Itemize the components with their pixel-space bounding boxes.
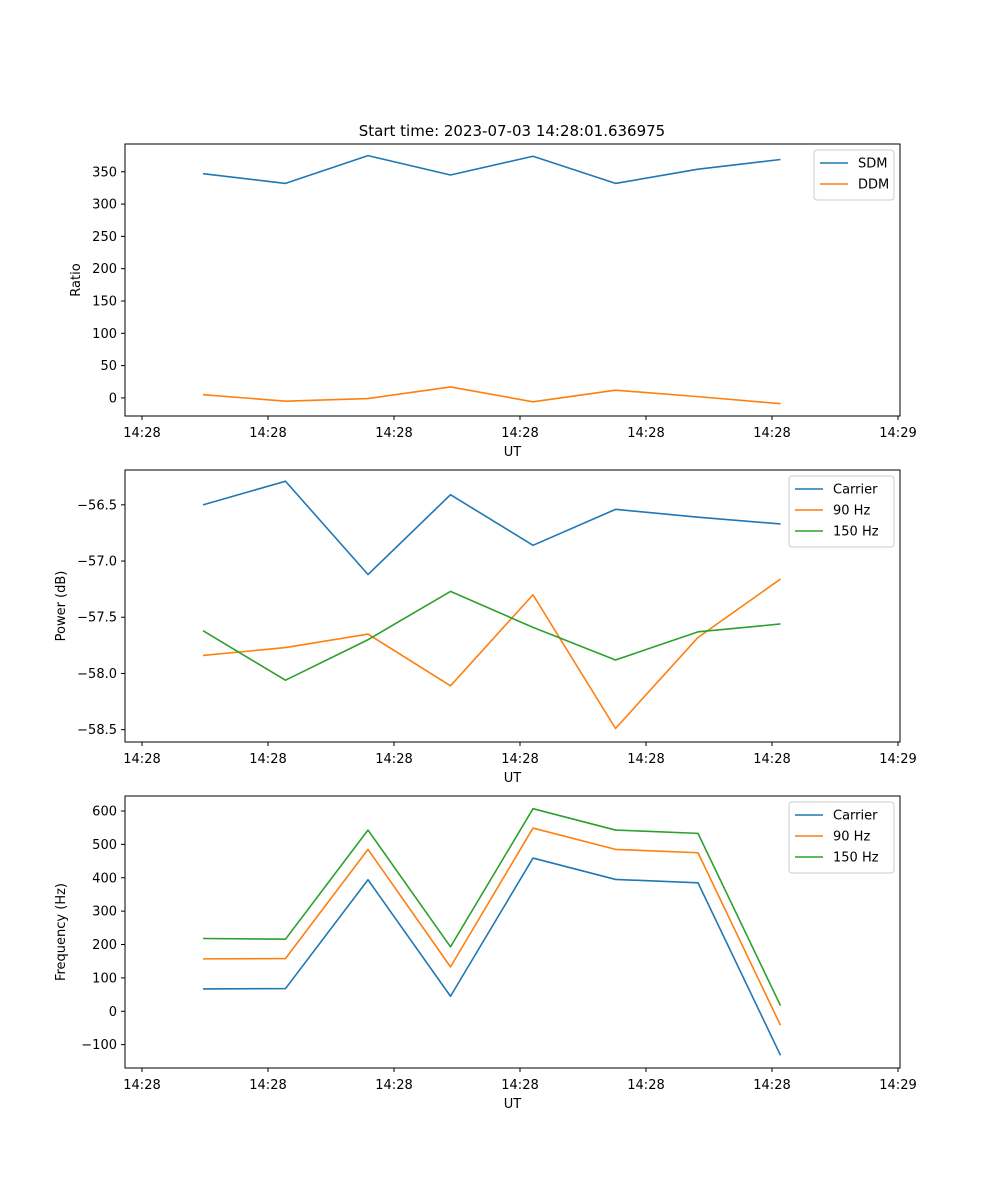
- x-axis-label: UT: [504, 445, 522, 460]
- x-tick-label: 14:28: [501, 752, 538, 767]
- legend-label: 90 Hz: [833, 830, 870, 845]
- legend-label: 90 Hz: [833, 504, 870, 519]
- legend: Carrier 90 Hz 150 Hz: [788, 801, 895, 874]
- y-tick-label: 250: [92, 230, 117, 245]
- y-tick-label: 200: [92, 262, 117, 277]
- axes-frame: [124, 469, 901, 743]
- series-line-carrier: [202, 480, 781, 576]
- x-tick-label: 14:28: [627, 752, 664, 767]
- y-tick-label: 400: [92, 871, 117, 886]
- y-tick-label: 350: [92, 165, 117, 180]
- y-axis-label: Power (dB): [54, 571, 69, 642]
- x-tick-label: 14:28: [375, 1078, 412, 1093]
- y-tick-label: −100: [81, 1038, 117, 1053]
- y-tick-label: 300: [92, 198, 117, 213]
- axes-frame: [124, 795, 901, 1069]
- y-tick-label: −58.0: [77, 667, 117, 682]
- chart-panel-3: −100 0 100 200 300 400 500 600 14:28 14:28 14:28 14…: [54, 795, 917, 1112]
- x-tick-label: 14:28: [753, 426, 790, 441]
- series-line-90-hz: [202, 578, 781, 730]
- legend-box: [788, 475, 895, 548]
- legend-label: 150 Hz: [833, 525, 879, 540]
- y-tick-label: −57.0: [77, 555, 117, 570]
- y-axis-label: Frequency (Hz): [54, 883, 69, 981]
- x-tick-label: 14:28: [123, 426, 160, 441]
- series-line-carrier: [202, 857, 782, 1056]
- x-axis-label: UT: [504, 771, 522, 786]
- series-line-150-hz: [202, 590, 781, 681]
- x-tick-label: 14:28: [249, 1078, 286, 1093]
- x-tick-label: 14:28: [249, 752, 286, 767]
- y-tick-label: 200: [92, 938, 117, 953]
- x-tick-label: 14:28: [501, 426, 538, 441]
- legend: SDM DDM: [813, 149, 895, 201]
- x-tick-label: 14:28: [501, 1078, 538, 1093]
- y-tick-label: 600: [92, 805, 117, 820]
- legend-label: SDM: [858, 157, 887, 172]
- panels: 0 50 100 150 200 250 300 350 14:28 14:28 14:28 14:2…: [54, 143, 917, 1112]
- x-tick-label: 14:29: [879, 1078, 916, 1093]
- y-tick-label: 150: [92, 294, 117, 309]
- legend-label: Carrier: [833, 483, 878, 498]
- x-tick-label: 14:28: [753, 752, 790, 767]
- x-tick-label: 14:28: [753, 1078, 790, 1093]
- series-line-ddm: [202, 386, 781, 405]
- legend: Carrier 90 Hz 150 Hz: [788, 475, 895, 548]
- y-tick-label: 50: [100, 359, 117, 374]
- y-tick-label: 100: [92, 327, 117, 342]
- figure-title: Start time: 2023-07-03 14:28:01.636975: [359, 122, 665, 140]
- x-tick-label: 14:28: [249, 426, 286, 441]
- y-tick-label: 500: [92, 838, 117, 853]
- y-tick-label: 0: [109, 1005, 117, 1020]
- axes-frame: [124, 143, 901, 417]
- x-tick-label: 14:28: [627, 426, 664, 441]
- legend-box: [788, 801, 895, 874]
- legend-label: 150 Hz: [833, 851, 879, 866]
- chart-panel-2: −56.5 −57.0 −57.5 −58.0 −58.5 14:28 14:28 14:28…: [54, 469, 917, 786]
- x-axis-label: UT: [504, 1097, 522, 1112]
- series-line-150-hz: [202, 807, 782, 1006]
- series-line-sdm: [202, 154, 781, 185]
- y-tick-label: 100: [92, 971, 117, 986]
- chart-panel-1: 0 50 100 150 200 250 300 350 14:28 14:28 14:28 14:2…: [69, 143, 917, 460]
- y-axis-label: Ratio: [69, 263, 84, 296]
- legend-label: DDM: [858, 178, 889, 193]
- legend-label: Carrier: [833, 809, 878, 824]
- y-tick-label: −56.5: [77, 498, 117, 513]
- y-tick-label: 0: [109, 391, 117, 406]
- y-tick-label: 300: [92, 905, 117, 920]
- series-line-90-hz: [202, 827, 782, 1026]
- x-tick-label: 14:28: [375, 426, 412, 441]
- y-tick-label: −58.5: [77, 723, 117, 738]
- x-tick-label: 14:28: [627, 1078, 664, 1093]
- x-tick-label: 14:29: [879, 426, 916, 441]
- y-tick-label: −57.5: [77, 611, 117, 626]
- x-tick-label: 14:28: [375, 752, 412, 767]
- x-tick-label: 14:28: [123, 752, 160, 767]
- x-tick-label: 14:28: [123, 1078, 160, 1093]
- x-tick-label: 14:29: [879, 752, 916, 767]
